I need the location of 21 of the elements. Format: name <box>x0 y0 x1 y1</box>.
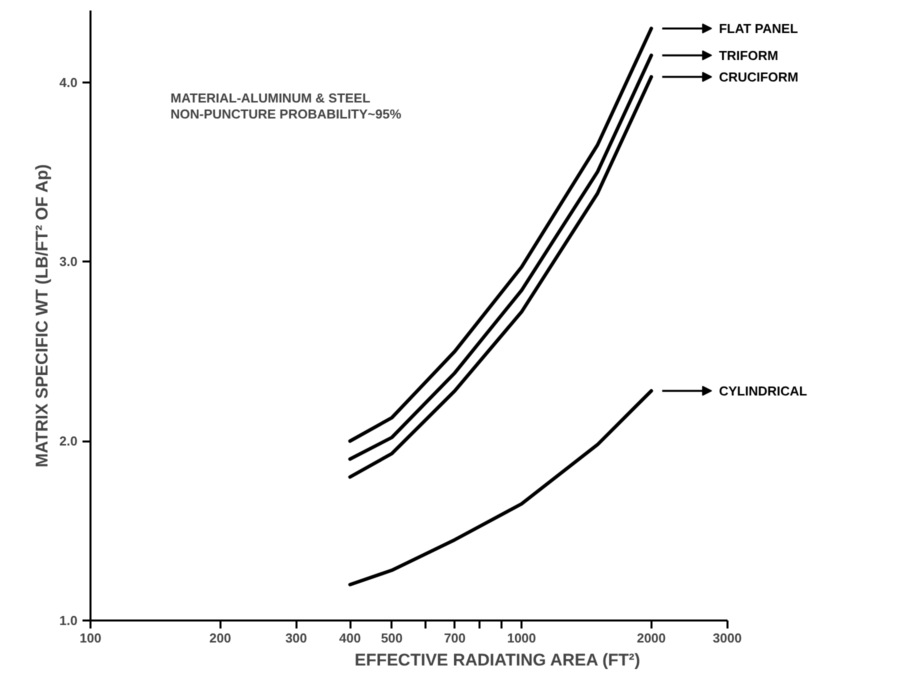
x-tick-label: 700 <box>444 630 466 646</box>
x-tick-label: 200 <box>209 630 232 646</box>
x-tick-label: 2000 <box>636 630 666 646</box>
y-tick-label: 1.0 <box>59 613 78 628</box>
legend-label: CYLINDRICAL <box>718 383 808 398</box>
y-tick-label: 2.0 <box>59 434 78 449</box>
y-tick-label: 3.0 <box>59 254 78 270</box>
x-axis-title: EFFECTIVE RADIATING AREA (FT²) <box>354 650 640 670</box>
x-tick-label: 300 <box>285 630 308 646</box>
legend-label: FLAT PANEL <box>718 20 798 36</box>
y-axis-title: MATRIX SPECIFIC WT (LB/FT² OF Ap) <box>32 164 52 468</box>
x-tick-label: 1000 <box>507 630 536 646</box>
y-tick-label: 4.0 <box>59 74 78 90</box>
legend-label: CRUCIFORM <box>718 69 798 84</box>
legend-label: TRIFORM <box>718 48 778 63</box>
x-tick-label: 3000 <box>712 630 742 646</box>
x-tick-label: 500 <box>380 630 403 646</box>
x-tick-label: 100 <box>80 630 102 646</box>
annotation: NON-PUNCTURE PROBABILITY~95% <box>170 106 402 122</box>
x-tick-label: 400 <box>339 630 361 646</box>
annotation: MATERIAL-ALUMINUM & STEEL <box>170 90 370 106</box>
